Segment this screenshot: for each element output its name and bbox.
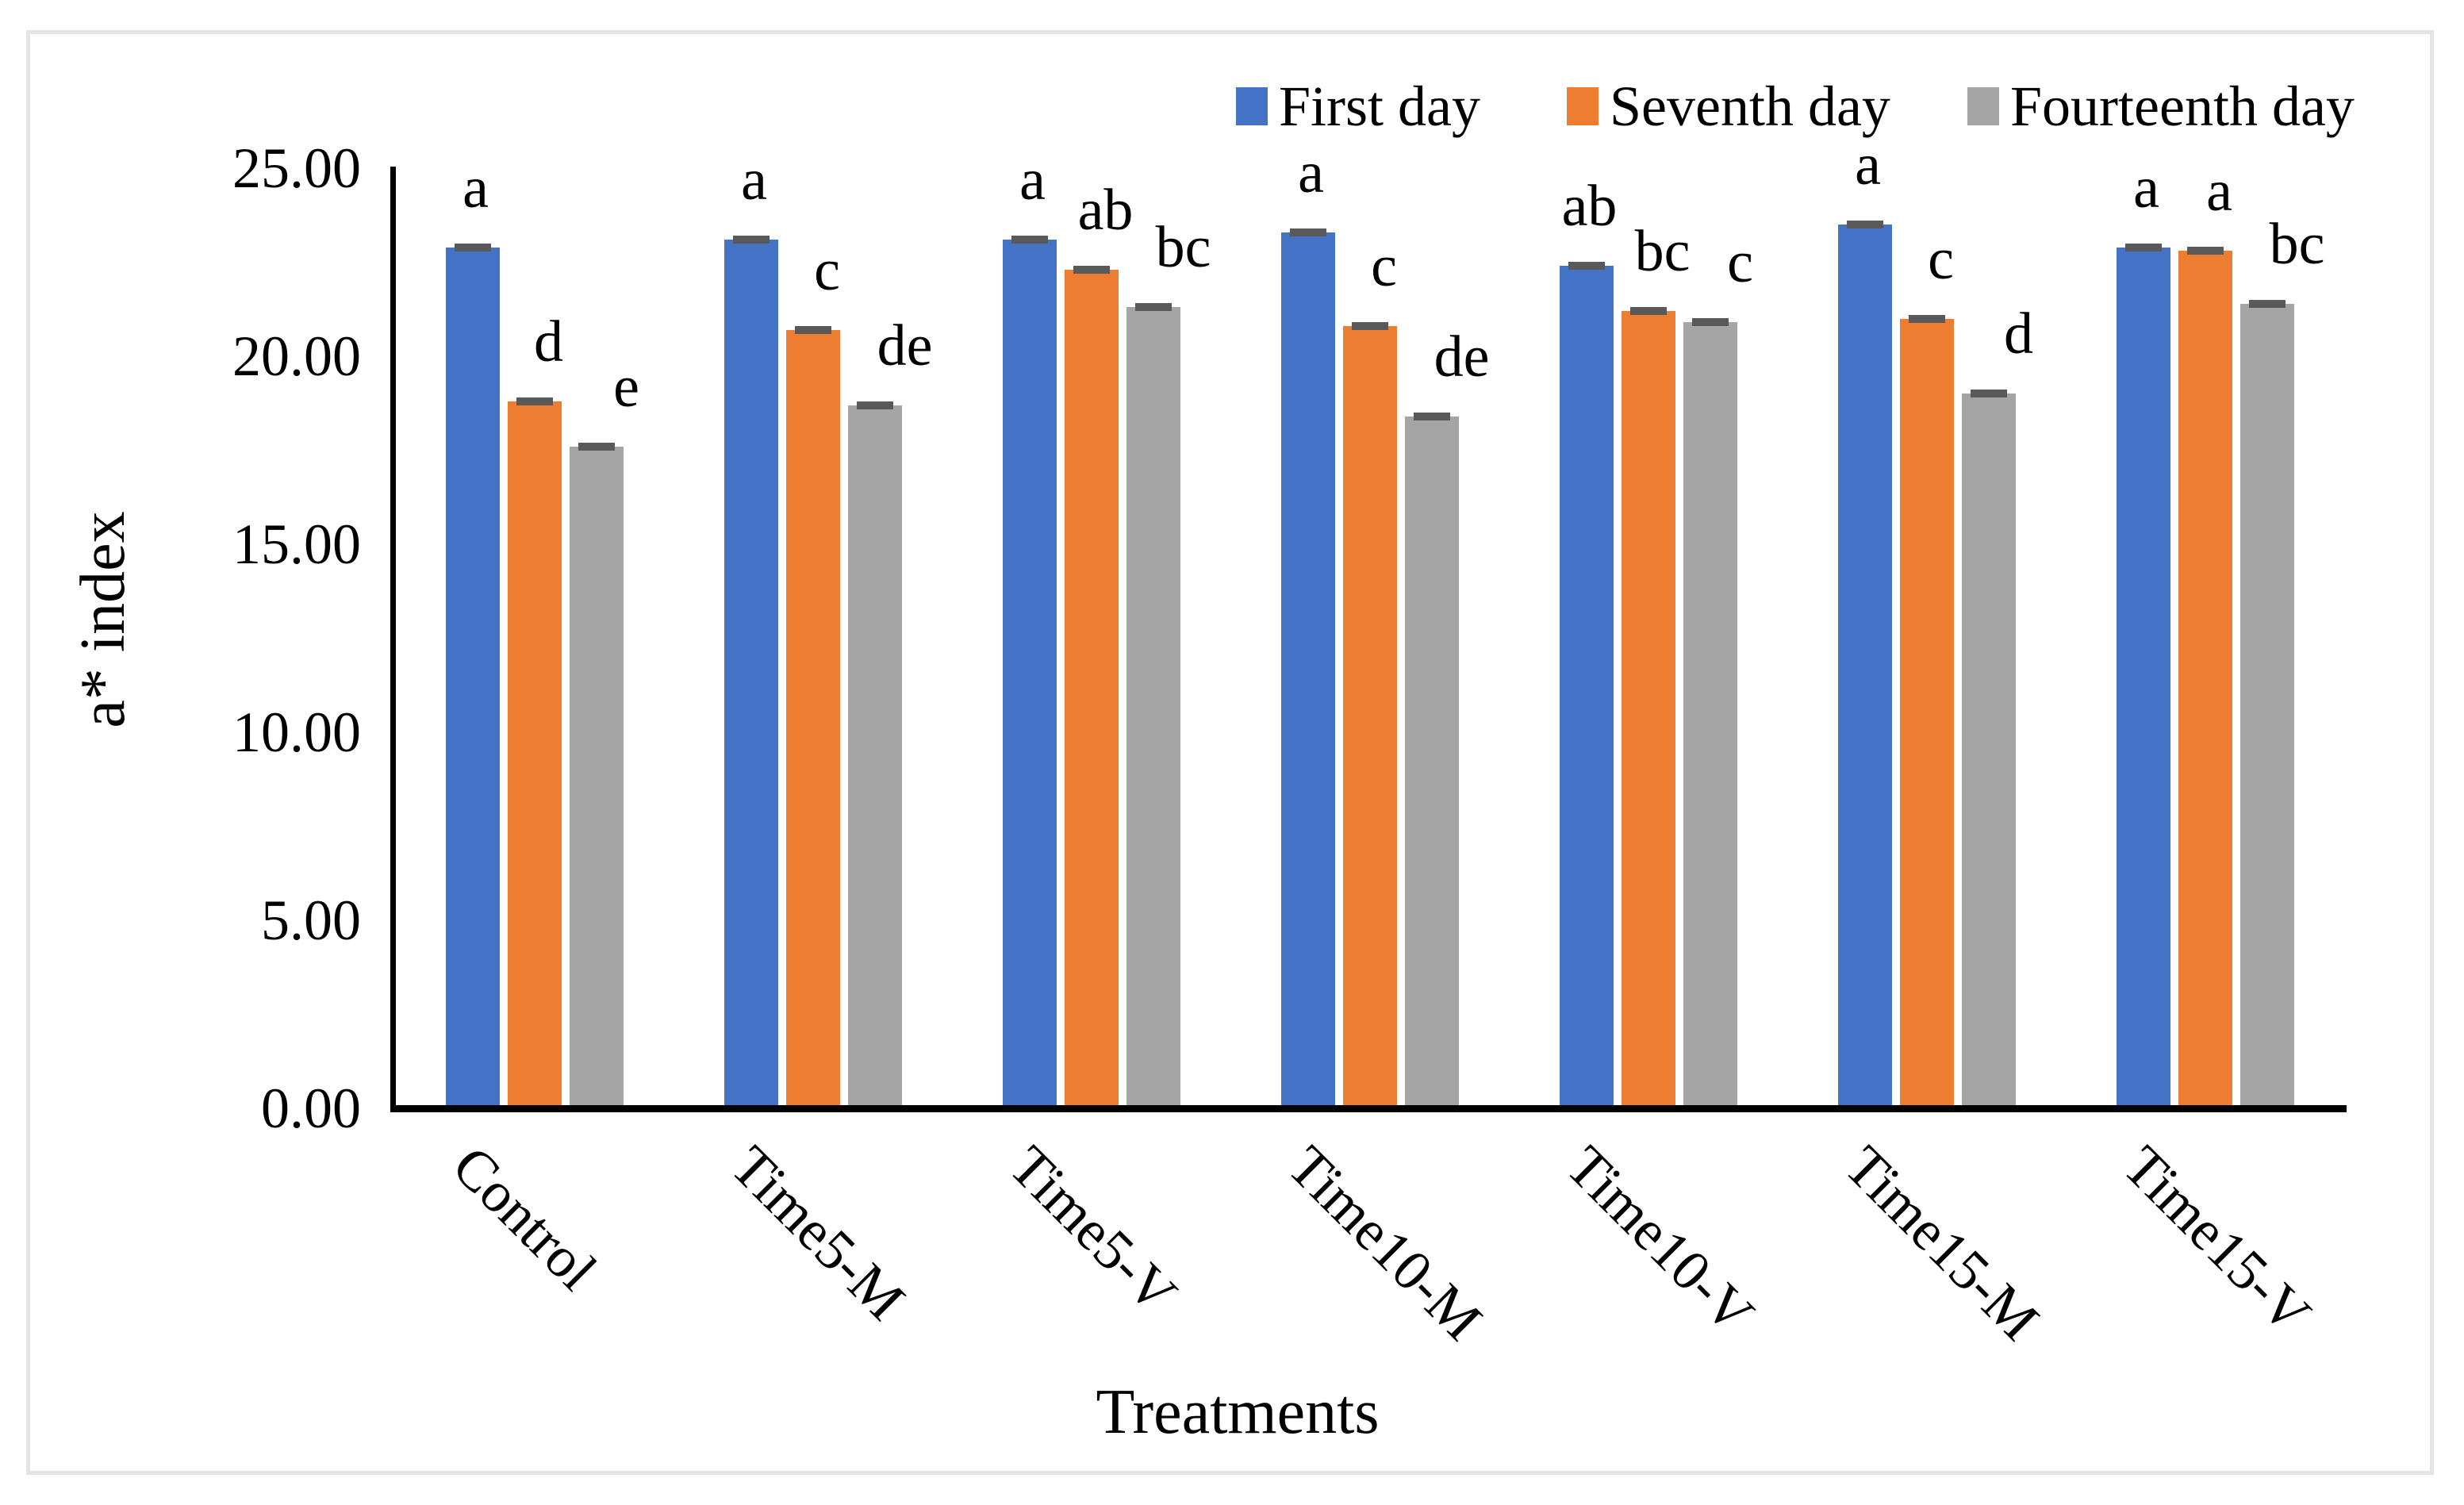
sig-letter-fourteenth-day-control: e — [613, 354, 639, 420]
error-bar-fourteenth-day-time5-v — [1134, 303, 1172, 312]
sig-letter-seventh-day-time5-m: c — [814, 237, 840, 303]
error-bar-fourteenth-day-time15-m — [1970, 390, 2007, 398]
sig-letter-fourteenth-day-time5-m: de — [877, 313, 933, 378]
y-tick-label-15.00: 15.00 — [232, 513, 361, 576]
bar-first-day-time10-m — [1280, 232, 1335, 1108]
legend-marker-first-day — [1236, 87, 1268, 125]
sig-letter-fourteenth-day-time5-v: bc — [1155, 215, 1211, 281]
bar-fourteenth-day-time5-m — [847, 405, 902, 1108]
bar-seventh-day-time10-v — [1621, 311, 1675, 1108]
figure-border — [26, 30, 2434, 1475]
sig-letter-first-day-time5-m: a — [741, 148, 767, 213]
y-axis-title: a* index — [68, 511, 138, 728]
bar-seventh-day-time15-v — [2178, 251, 2232, 1108]
y-axis-line — [390, 167, 396, 1111]
bar-first-day-time5-m — [723, 240, 778, 1108]
legend-item-first-day: First day — [1236, 73, 1480, 140]
sig-letter-seventh-day-time10-v: bc — [1634, 219, 1691, 285]
error-bar-fourteenth-day-time10-v — [1691, 318, 1729, 327]
sig-letter-fourteenth-day-time15-m: d — [2004, 301, 2033, 367]
bar-first-day-time15-m — [1837, 225, 1892, 1108]
error-bar-first-day-time10-m — [1289, 228, 1326, 236]
bar-seventh-day-time5-m — [785, 329, 840, 1108]
x-axis-line — [390, 1105, 2347, 1112]
error-bar-first-day-time10-v — [1568, 262, 1605, 271]
sig-letter-first-day-time5-v: a — [1019, 148, 1046, 213]
error-bar-fourteenth-day-time15-v — [2248, 299, 2286, 308]
error-bar-seventh-day-time15-v — [2186, 247, 2224, 255]
error-bar-first-day-time15-v — [2124, 243, 2162, 251]
error-bar-seventh-day-time10-v — [1629, 307, 1667, 316]
x-axis-title: Treatments — [1096, 1377, 1380, 1447]
error-bar-fourteenth-day-time5-m — [856, 401, 893, 409]
sig-letter-first-day-time15-m: a — [1855, 132, 1881, 198]
sig-letter-seventh-day-time15-v: a — [2206, 159, 2232, 225]
bar-fourteenth-day-time10-v — [1683, 322, 1737, 1108]
bar-fourteenth-day-time15-v — [2239, 303, 2294, 1108]
bar-fourteenth-day-time5-v — [1126, 307, 1180, 1108]
sig-letter-first-day-time10-v: ab — [1561, 174, 1618, 240]
legend-item-seventh-day: Seventh day — [1567, 73, 1890, 140]
sig-letter-seventh-day-time15-m: c — [1928, 226, 1954, 292]
sig-letter-first-day-time15-v: a — [2133, 155, 2159, 221]
sig-letter-fourteenth-day-time10-m: de — [1433, 324, 1490, 390]
error-bar-first-day-time15-m — [1846, 221, 1883, 229]
bar-fourteenth-day-time10-m — [1404, 416, 1459, 1108]
legend-label-first-day: First day — [1279, 75, 1481, 138]
bar-seventh-day-time10-m — [1342, 326, 1397, 1108]
y-tick-label-10.00: 10.00 — [232, 701, 361, 764]
sig-letter-first-day-time10-m: a — [1298, 140, 1324, 205]
legend-marker-fourteenth-day — [1967, 87, 1999, 125]
bar-seventh-day-time15-m — [1899, 318, 1954, 1108]
error-bar-seventh-day-time15-m — [1908, 314, 1945, 323]
error-bar-fourteenth-day-control — [578, 442, 615, 451]
y-tick-label-25.00: 25.00 — [232, 136, 361, 200]
sig-letter-fourteenth-day-time10-v: c — [1727, 230, 1753, 296]
error-bar-first-day-time5-m — [732, 236, 770, 244]
bar-first-day-time15-v — [2116, 247, 2170, 1108]
sig-letter-first-day-control: a — [462, 155, 489, 221]
bar-first-day-time5-v — [1002, 240, 1057, 1108]
legend-marker-seventh-day — [1567, 87, 1599, 125]
sig-letter-seventh-day-control: d — [534, 309, 563, 374]
error-bar-seventh-day-control — [516, 397, 553, 405]
bar-seventh-day-control — [507, 401, 562, 1108]
bar-fourteenth-day-control — [569, 446, 624, 1108]
sig-letter-fourteenth-day-time15-v: bc — [2269, 211, 2325, 277]
sig-letter-seventh-day-time10-m: c — [1371, 234, 1397, 300]
bar-fourteenth-day-time15-m — [1961, 394, 2016, 1108]
legend-item-fourteenth-day: Fourteenth day — [1967, 73, 2355, 140]
y-tick-label-20.00: 20.00 — [232, 324, 361, 388]
error-bar-first-day-control — [454, 243, 491, 251]
error-bar-seventh-day-time5-m — [794, 325, 831, 334]
y-tick-label-0.00: 0.00 — [261, 1077, 361, 1140]
bar-seventh-day-time5-v — [1064, 269, 1119, 1108]
error-bar-first-day-time5-v — [1011, 236, 1048, 244]
legend-label-seventh-day: Seventh day — [1610, 75, 1890, 138]
error-bar-seventh-day-time5-v — [1073, 265, 1110, 274]
error-bar-seventh-day-time10-m — [1351, 322, 1388, 331]
bar-first-day-control — [445, 247, 500, 1108]
legend-label-fourteenth-day: Fourteenth day — [2010, 75, 2355, 138]
bar-first-day-time10-v — [1559, 266, 1614, 1108]
error-bar-fourteenth-day-time10-m — [1413, 412, 1450, 420]
sig-letter-seventh-day-time5-v: ab — [1077, 177, 1134, 243]
y-tick-label-5.00: 5.00 — [261, 889, 361, 952]
